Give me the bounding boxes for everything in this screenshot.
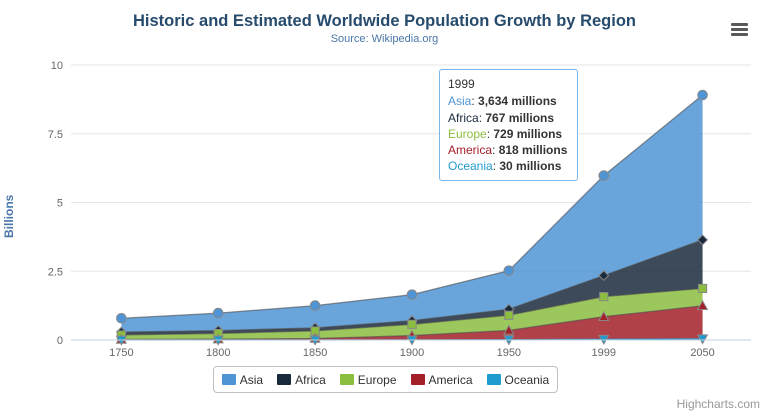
svg-text:5: 5 — [57, 198, 63, 210]
svg-text:1950: 1950 — [497, 347, 521, 359]
svg-text:10: 10 — [51, 60, 63, 72]
svg-text:0: 0 — [57, 335, 63, 347]
svg-text:1750: 1750 — [109, 347, 133, 359]
svg-text:2050: 2050 — [690, 347, 714, 359]
svg-text:1999: 1999 — [592, 347, 616, 359]
svg-text:2.5: 2.5 — [48, 266, 63, 278]
svg-text:1850: 1850 — [303, 347, 327, 359]
svg-text:1900: 1900 — [400, 347, 424, 359]
svg-text:7.5: 7.5 — [48, 129, 63, 141]
svg-text:1800: 1800 — [206, 347, 230, 359]
